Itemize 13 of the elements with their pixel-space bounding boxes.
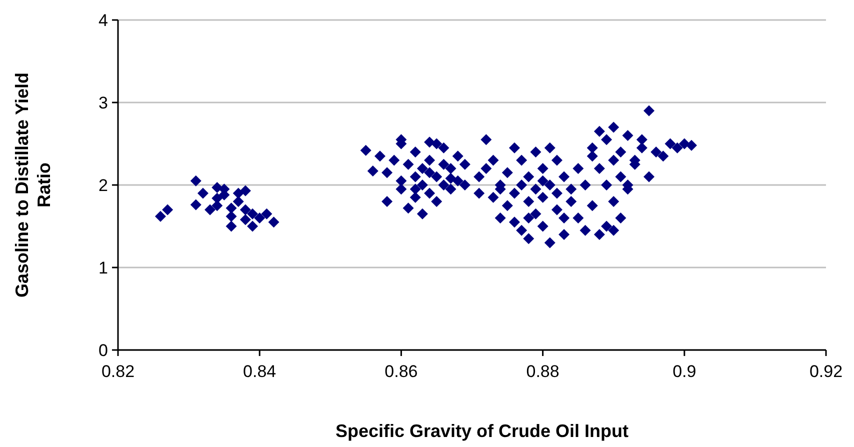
y-tick-label: 2 bbox=[98, 176, 108, 195]
x-tick-label: 0.86 bbox=[384, 362, 418, 381]
x-tick-label: 0.82 bbox=[101, 362, 135, 381]
y-tick-label: 3 bbox=[98, 93, 108, 112]
x-tick-label: 0.9 bbox=[672, 362, 696, 381]
y-tick-label: 4 bbox=[98, 10, 108, 30]
x-tick-label: 0.92 bbox=[809, 362, 843, 381]
x-axis-title: Specific Gravity of Crude Oil Input bbox=[335, 421, 629, 441]
x-tick-label: 0.84 bbox=[243, 362, 276, 381]
x-tick-label: 0.88 bbox=[526, 362, 560, 381]
y-tick-label: 1 bbox=[98, 258, 108, 278]
y-axis-title: Gasoline to Distillate Yield Ratio bbox=[12, 72, 54, 298]
y-tick-label: 0 bbox=[98, 340, 108, 360]
